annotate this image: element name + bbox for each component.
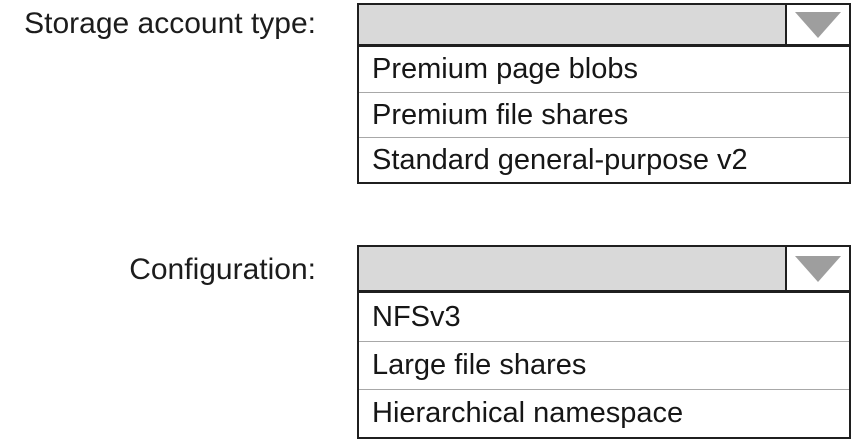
dropdown-arrow-button[interactable] <box>785 247 849 290</box>
chevron-down-icon <box>795 255 841 282</box>
chevron-down-icon <box>795 11 841 38</box>
storage-account-type-label: Storage account type: <box>24 7 316 40</box>
option-nfsv3[interactable]: NFSv3 <box>359 293 849 341</box>
option-large-file-shares[interactable]: Large file shares <box>359 341 849 389</box>
storage-account-type-dropdown: Premium page blobs Premium file shares S… <box>357 3 851 184</box>
dropdown-option-list: Premium page blobs Premium file shares S… <box>359 47 849 182</box>
option-hierarchical-namespace[interactable]: Hierarchical namespace <box>359 389 849 437</box>
configuration-label: Configuration: <box>129 253 316 286</box>
configuration-dropdown: NFSv3 Large file shares Hierarchical nam… <box>357 245 851 439</box>
dropdown-field-row <box>359 247 849 293</box>
dropdown-field-row <box>359 5 849 47</box>
storage-account-type-selected-value[interactable] <box>359 5 785 44</box>
dropdown-option-list: NFSv3 Large file shares Hierarchical nam… <box>359 293 849 437</box>
option-standard-general-purpose-v2[interactable]: Standard general-purpose v2 <box>359 137 849 182</box>
dropdown-arrow-button[interactable] <box>785 5 849 44</box>
configuration-selected-value[interactable] <box>359 247 785 290</box>
option-premium-file-shares[interactable]: Premium file shares <box>359 92 849 137</box>
option-premium-page-blobs[interactable]: Premium page blobs <box>359 47 849 92</box>
